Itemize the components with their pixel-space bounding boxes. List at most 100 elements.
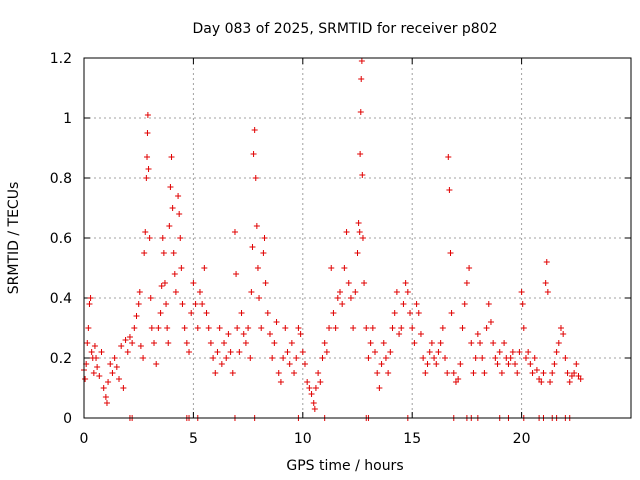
data-point xyxy=(350,325,357,331)
data-point xyxy=(140,355,147,361)
data-point xyxy=(250,151,257,157)
data-points xyxy=(81,58,584,421)
data-point xyxy=(407,310,414,316)
data-point xyxy=(87,295,94,301)
data-point xyxy=(178,265,185,271)
data-point xyxy=(374,370,381,376)
data-point xyxy=(343,229,350,235)
data-point xyxy=(176,211,183,217)
data-point xyxy=(520,325,527,331)
axis-tick-labels: 0 0.2 0.4 0.6 0.8 1 1.2 0 5 10 15 20 xyxy=(50,51,531,447)
data-point xyxy=(389,325,396,331)
data-point xyxy=(111,355,118,361)
grid-lines xyxy=(84,58,631,418)
data-point xyxy=(227,349,234,355)
data-point xyxy=(474,331,481,337)
data-point xyxy=(310,400,317,406)
data-point xyxy=(135,301,142,307)
data-point xyxy=(269,355,276,361)
data-point xyxy=(218,361,225,367)
data-point xyxy=(253,223,260,229)
data-point xyxy=(82,376,89,382)
data-point xyxy=(393,289,400,295)
data-point xyxy=(142,229,149,235)
data-point xyxy=(145,166,152,172)
y-tick-label: 0 xyxy=(63,411,72,427)
data-point xyxy=(315,370,322,376)
data-point xyxy=(177,235,184,241)
data-point xyxy=(168,154,175,160)
data-point xyxy=(356,229,363,235)
data-point xyxy=(479,355,486,361)
data-point xyxy=(369,325,376,331)
data-point xyxy=(402,280,409,286)
data-point xyxy=(470,370,477,376)
data-point xyxy=(415,310,422,316)
data-point xyxy=(157,310,164,316)
data-point xyxy=(223,355,230,361)
data-point xyxy=(445,154,452,160)
data-point xyxy=(295,325,302,331)
data-point xyxy=(233,271,240,277)
data-point xyxy=(100,385,107,391)
data-point xyxy=(560,331,567,337)
data-point xyxy=(577,376,584,382)
data-point xyxy=(124,349,131,355)
data-point xyxy=(512,361,519,367)
data-point xyxy=(540,370,547,376)
data-point xyxy=(426,349,433,355)
x-tick-label: 10 xyxy=(294,431,312,447)
data-point xyxy=(242,340,249,346)
data-point xyxy=(306,385,313,391)
y-tick-label: 0.4 xyxy=(50,291,72,307)
data-point xyxy=(103,400,110,406)
data-point xyxy=(422,370,429,376)
data-point xyxy=(277,379,284,385)
data-point xyxy=(203,310,210,316)
data-point xyxy=(439,325,446,331)
data-point xyxy=(496,349,503,355)
data-point xyxy=(352,289,359,295)
data-point xyxy=(261,235,268,241)
data-point xyxy=(165,340,172,346)
data-point xyxy=(144,154,151,160)
data-point xyxy=(266,331,273,337)
data-point xyxy=(490,340,497,346)
data-point xyxy=(144,130,151,136)
data-point xyxy=(284,349,291,355)
data-point xyxy=(428,340,435,346)
data-point xyxy=(299,349,306,355)
data-point xyxy=(382,355,389,361)
x-tick-label: 20 xyxy=(513,431,531,447)
data-point xyxy=(417,331,424,337)
data-point xyxy=(231,229,238,235)
data-point xyxy=(332,325,339,331)
data-point xyxy=(553,349,560,355)
y-axis-label: SRMTID / TECUs xyxy=(6,182,22,295)
data-point xyxy=(98,349,105,355)
data-point xyxy=(463,280,470,286)
data-point xyxy=(487,319,494,325)
data-point xyxy=(477,340,484,346)
data-point xyxy=(522,355,529,361)
data-point xyxy=(571,370,578,376)
data-point xyxy=(485,301,492,307)
data-point xyxy=(308,391,315,397)
data-point xyxy=(557,325,564,331)
data-point xyxy=(514,370,521,376)
data-point xyxy=(339,301,346,307)
data-point xyxy=(212,370,219,376)
data-point xyxy=(547,379,554,385)
data-point xyxy=(229,370,236,376)
data-point xyxy=(249,244,256,250)
data-point xyxy=(413,301,420,307)
data-point xyxy=(122,337,129,343)
data-point xyxy=(319,355,326,361)
data-point xyxy=(205,325,212,331)
data-point xyxy=(311,406,318,412)
data-point xyxy=(328,265,335,271)
data-point xyxy=(357,109,364,115)
data-point xyxy=(376,385,383,391)
data-point xyxy=(354,250,361,256)
data-point xyxy=(404,289,411,295)
